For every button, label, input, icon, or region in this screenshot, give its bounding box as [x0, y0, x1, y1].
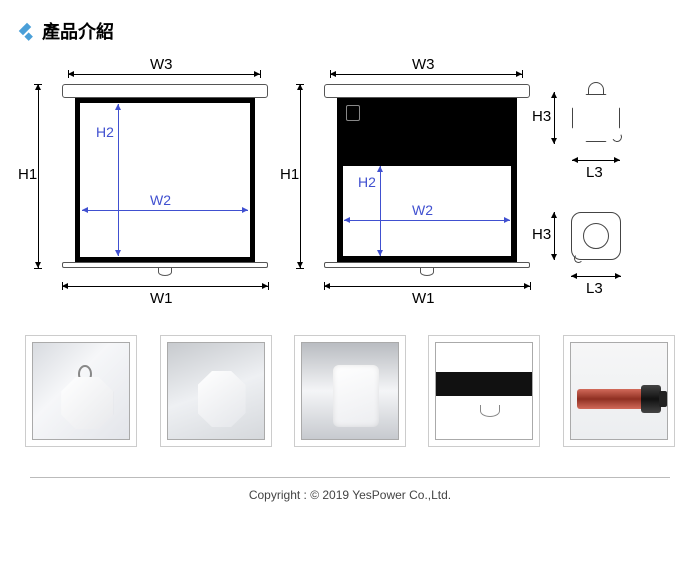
diagram-side-rounded: H3 L3: [544, 182, 664, 294]
thumbnail-row: [0, 307, 700, 457]
thumb-roller-tube: [563, 335, 675, 447]
dim-arrow-h3: [554, 212, 555, 260]
black-drop: [338, 99, 516, 161]
dim-arrow-w1: [324, 286, 530, 287]
housing-top: [62, 84, 268, 98]
thumb-end-cap-octagon: [160, 335, 272, 447]
dim-arrow-h1: [38, 84, 39, 268]
dim-arrow-w1: [62, 286, 268, 287]
dim-label-w1: W1: [150, 290, 173, 307]
screen-frame: [75, 98, 255, 262]
dim-label-w2: W2: [412, 202, 433, 218]
section-header: 產品介紹: [0, 0, 700, 52]
dim-label-w3: W3: [150, 56, 173, 73]
thumb-end-cap-octagon-ring: [25, 335, 137, 447]
dim-arrow-w2: [82, 210, 248, 211]
logo-mark: [346, 105, 360, 121]
roller-circle: [583, 223, 609, 249]
diagram-side-octagon: H3 L3: [544, 62, 664, 174]
dim-label-h2: H2: [96, 124, 114, 140]
pull-hook: [574, 254, 583, 263]
copyright-text: Copyright : © 2019 YesPower Co.,Ltd.: [249, 488, 451, 502]
dim-label-w1: W1: [412, 290, 435, 307]
dim-arrow-h1: [300, 84, 301, 268]
dim-label-w3: W3: [412, 56, 435, 73]
dim-arrow-h2: [118, 104, 119, 256]
dim-label-w2: W2: [150, 192, 171, 208]
pull-handle: [420, 268, 434, 276]
housing-top: [324, 84, 530, 98]
pull-handle: [158, 268, 172, 276]
dim-arrow-h2: [380, 166, 381, 256]
dim-arrow-l3: [572, 160, 620, 161]
thumb-bottom-bar-handle: [428, 335, 540, 447]
dim-label-h3: H3: [532, 108, 551, 125]
dim-label-l3: L3: [586, 280, 603, 297]
footer: Copyright : © 2019 YesPower Co.,Ltd.: [0, 457, 700, 502]
pull-hook: [611, 131, 623, 143]
dim-label-l3: L3: [586, 164, 603, 181]
dim-label-h3: H3: [532, 226, 551, 243]
section-title: 產品介紹: [42, 18, 114, 44]
thumb-end-cap-rounded: [294, 335, 406, 447]
dim-arrow-w3: [330, 74, 522, 75]
dim-arrow-w3: [68, 74, 260, 75]
diagram-screen-right: W3 H2 W2 H1 W1: [282, 62, 532, 307]
dim-arrow-l3: [571, 276, 621, 277]
footer-divider: [30, 477, 670, 478]
diagram-side-column: H3 L3 H3 L3: [544, 62, 664, 294]
dim-label-h1: H1: [280, 166, 299, 183]
dim-label-h1: H1: [18, 166, 37, 183]
dim-arrow-h3: [554, 92, 555, 144]
diagram-row: W3 H2 W2 H1 W1 W3 H2 W2: [0, 52, 700, 307]
diagram-screen-left: W3 H2 W2 H1 W1: [20, 62, 270, 307]
diamond-icon: [20, 24, 34, 38]
dim-arrow-w2: [344, 220, 510, 221]
dim-label-h2: H2: [358, 174, 376, 190]
